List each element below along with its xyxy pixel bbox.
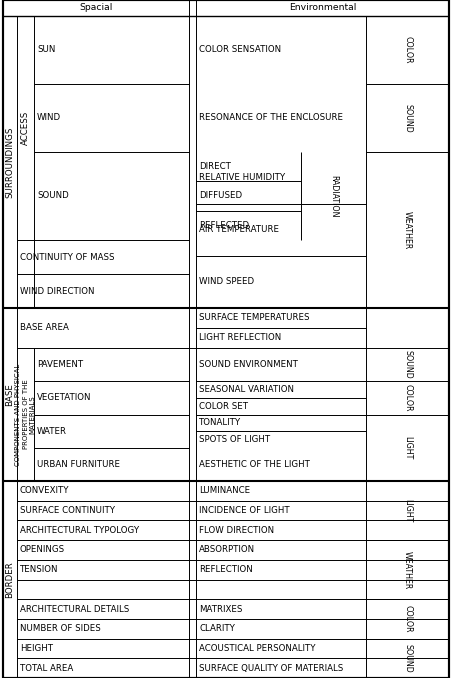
Text: SURROUNDINGS: SURROUNDINGS [5, 126, 15, 198]
Text: REFLECTION: REFLECTION [199, 565, 253, 574]
Text: DIFFUSED: DIFFUSED [199, 191, 242, 201]
Text: SUN: SUN [37, 45, 55, 54]
Text: CLARITY: CLARITY [199, 624, 235, 633]
Text: Environmental: Environmental [289, 3, 356, 12]
Text: SURFACE CONTINUITY: SURFACE CONTINUITY [20, 506, 115, 515]
Text: PAVEMENT: PAVEMENT [37, 360, 83, 369]
Text: RELATIVE HUMIDITY: RELATIVE HUMIDITY [199, 174, 285, 182]
Text: SURFACE TEMPERATURES: SURFACE TEMPERATURES [199, 313, 310, 323]
Text: LIGHT: LIGHT [403, 499, 412, 522]
Text: AIR TEMPERATURE: AIR TEMPERATURE [199, 226, 279, 235]
Text: SPOTS OF LIGHT: SPOTS OF LIGHT [199, 435, 270, 444]
Text: DIRECT: DIRECT [199, 162, 231, 171]
Text: LIGHT REFLECTION: LIGHT REFLECTION [199, 334, 281, 342]
Text: ARCHITECTURAL TYPOLOGY: ARCHITECTURAL TYPOLOGY [20, 525, 139, 535]
Text: COLOR SET: COLOR SET [199, 401, 248, 411]
Text: INCIDENCE OF LIGHT: INCIDENCE OF LIGHT [199, 506, 290, 515]
Text: ACCESS: ACCESS [21, 111, 30, 145]
Text: FLOW DIRECTION: FLOW DIRECTION [199, 525, 274, 535]
Text: LUMINANCE: LUMINANCE [199, 486, 250, 496]
Text: TOTAL AREA: TOTAL AREA [20, 664, 73, 673]
Text: WATER: WATER [37, 426, 67, 436]
Text: HEIGHT: HEIGHT [20, 644, 53, 653]
Text: ACOUSTICAL PERSONALITY: ACOUSTICAL PERSONALITY [199, 644, 316, 653]
Text: SOUND: SOUND [37, 191, 69, 201]
Text: WEATHER: WEATHER [403, 211, 412, 249]
Text: COLOR SENSATION: COLOR SENSATION [199, 45, 281, 54]
Text: Spacial: Spacial [79, 3, 113, 12]
Text: WIND SPEED: WIND SPEED [199, 277, 254, 287]
Text: COLOR: COLOR [403, 384, 412, 412]
Text: BASE AREA: BASE AREA [20, 323, 69, 332]
Text: TONALITY: TONALITY [199, 418, 241, 427]
Text: SEASONAL VARIATION: SEASONAL VARIATION [199, 385, 294, 394]
Text: CONTINUITY OF MASS: CONTINUITY OF MASS [20, 252, 114, 262]
Text: TENSION: TENSION [20, 565, 59, 574]
Text: BASE: BASE [5, 383, 15, 406]
Text: RADIATION: RADIATION [329, 175, 338, 217]
Text: SURFACE QUALITY OF MATERIALS: SURFACE QUALITY OF MATERIALS [199, 664, 343, 673]
Text: WIND DIRECTION: WIND DIRECTION [20, 287, 94, 296]
Text: SOUND: SOUND [403, 351, 412, 379]
Text: NUMBER OF SIDES: NUMBER OF SIDES [20, 624, 101, 633]
Text: REFLECTED: REFLECTED [199, 221, 249, 230]
Text: SOUND ENVIRONMENT: SOUND ENVIRONMENT [199, 360, 298, 369]
Text: AESTHETIC OF THE LIGHT: AESTHETIC OF THE LIGHT [199, 460, 310, 469]
Text: SOUND: SOUND [403, 644, 412, 673]
Text: COLOR: COLOR [403, 605, 412, 633]
Text: CONVEXITY: CONVEXITY [20, 486, 69, 496]
Text: MATRIXES: MATRIXES [199, 605, 242, 614]
Text: COMPONENTS AND PHYSICAL
PROPERTIES OF THE
MATERIALS: COMPONENTS AND PHYSICAL PROPERTIES OF TH… [15, 363, 35, 466]
Text: SOUND: SOUND [403, 104, 412, 132]
Text: OPENINGS: OPENINGS [20, 545, 65, 555]
Text: BORDER: BORDER [5, 561, 15, 598]
Text: URBAN FURNITURE: URBAN FURNITURE [37, 460, 120, 469]
Text: VEGETATION: VEGETATION [37, 393, 92, 402]
Text: ARCHITECTURAL DETAILS: ARCHITECTURAL DETAILS [20, 605, 129, 614]
Text: WEATHER: WEATHER [403, 551, 412, 589]
Text: RESONANCE OF THE ENCLOSURE: RESONANCE OF THE ENCLOSURE [199, 113, 343, 123]
Text: ABSORPTION: ABSORPTION [199, 545, 255, 555]
Text: COLOR: COLOR [403, 36, 412, 64]
Text: WIND: WIND [37, 113, 61, 123]
Text: LIGHT: LIGHT [403, 436, 412, 460]
